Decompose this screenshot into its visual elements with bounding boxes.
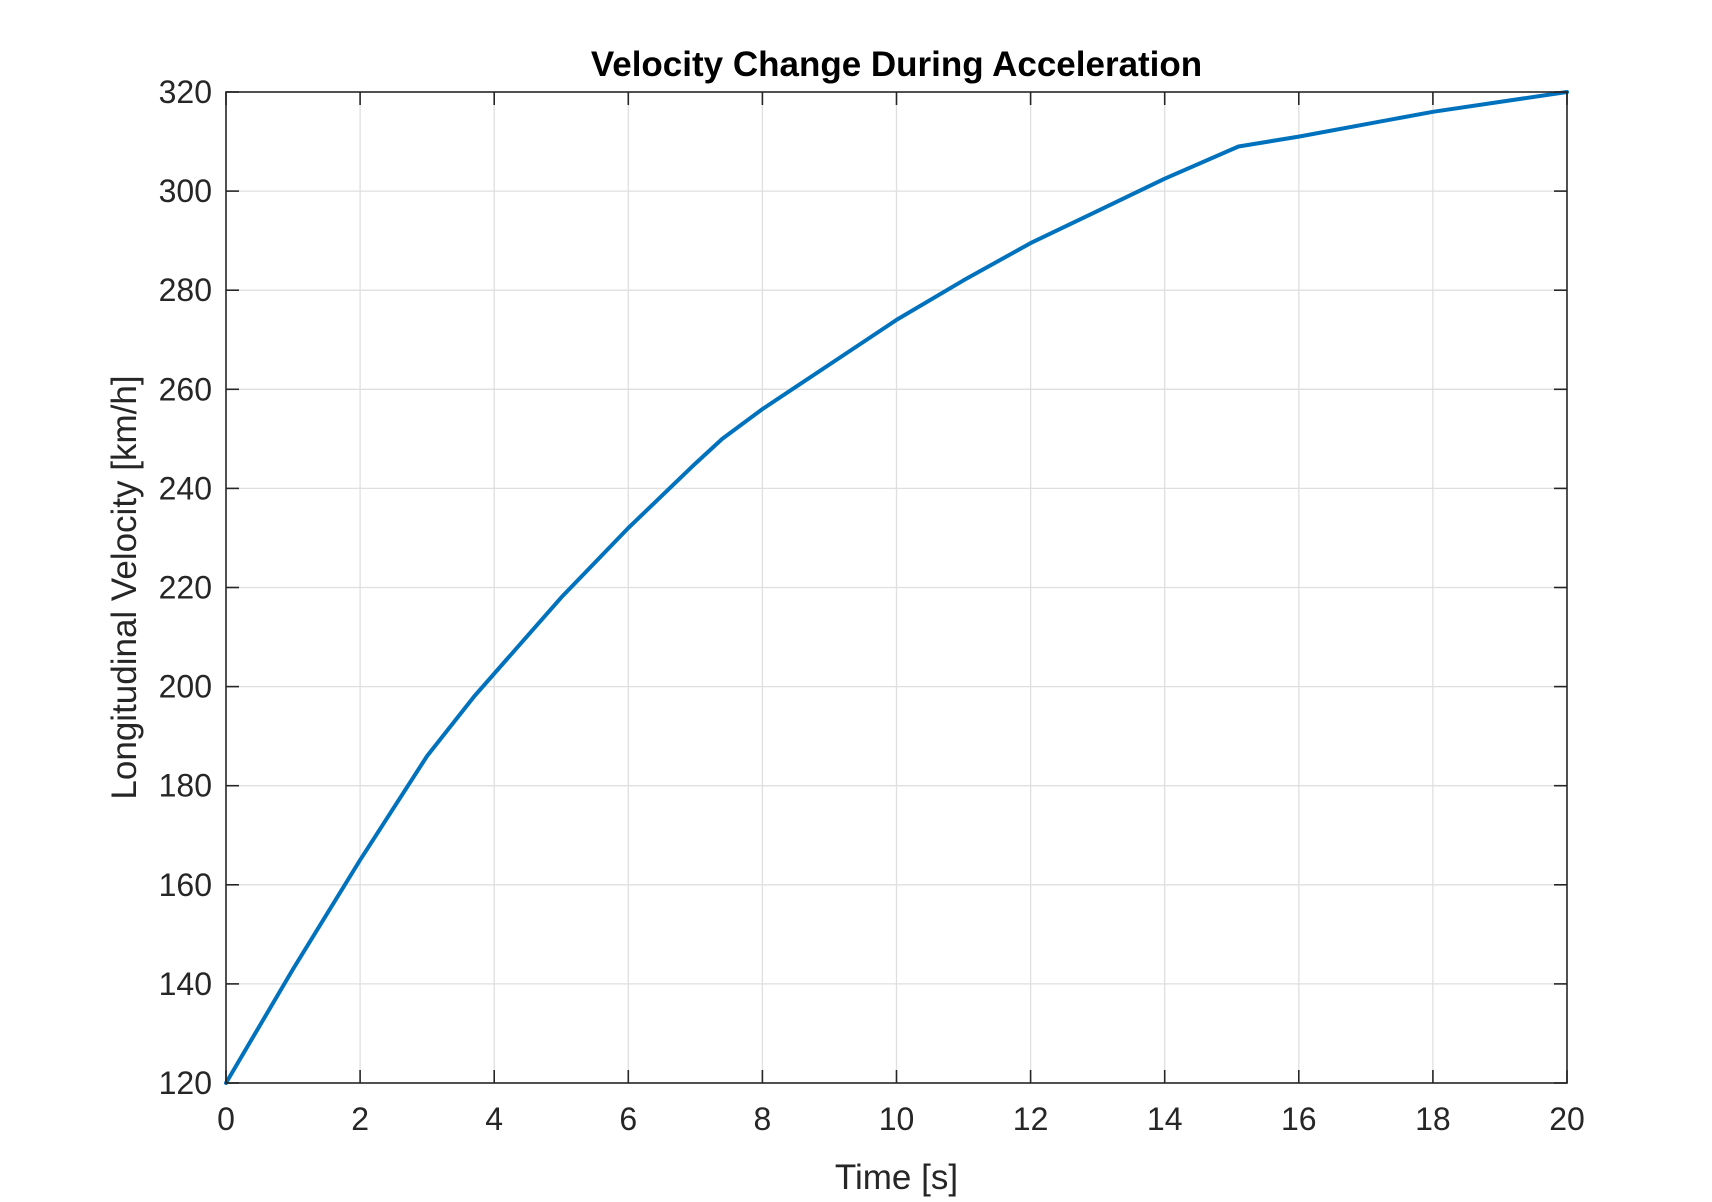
y-tick-label: 260 <box>159 371 212 407</box>
x-tick-label: 10 <box>879 1101 915 1137</box>
y-tick-label: 180 <box>159 768 212 804</box>
x-tick-label: 2 <box>351 1101 369 1137</box>
series-layer <box>224 90 1569 1085</box>
y-tick-label: 280 <box>159 272 212 308</box>
y-tick-label: 160 <box>159 867 212 903</box>
ticks-layer <box>225 91 1568 1084</box>
x-tick-label: 0 <box>217 1101 235 1137</box>
y-tick-label: 320 <box>159 74 212 110</box>
x-tick-label: 8 <box>754 1101 772 1137</box>
x-axis-label: Time [s] <box>835 1158 958 1197</box>
x-tick-label: 16 <box>1281 1101 1317 1137</box>
tick-labels: 0 2 4 6 8 10 12 14 16 18 20 120 140 160 180 200 220 240 26… <box>159 74 1585 1137</box>
y-tick-label: 240 <box>159 470 212 506</box>
chart-title: Velocity Change During Acceleration <box>591 45 1202 84</box>
y-axis-label: Longitudinal Velocity [km/h] <box>105 375 144 799</box>
x-tick-label: 4 <box>485 1101 503 1137</box>
y-tick-label: 300 <box>159 173 212 209</box>
y-tick-label: 200 <box>159 669 212 705</box>
grid-lines <box>226 92 1567 1083</box>
x-tick-label: 6 <box>619 1101 637 1137</box>
y-tick-label: 140 <box>159 966 212 1002</box>
x-tick-label: 14 <box>1147 1101 1183 1137</box>
x-tick-label: 20 <box>1549 1101 1585 1137</box>
x-tick-label: 12 <box>1013 1101 1049 1137</box>
y-tick-label: 120 <box>159 1065 212 1101</box>
velocity-series-line <box>224 90 1569 1085</box>
y-tick-label: 220 <box>159 570 212 606</box>
x-tick-label: 18 <box>1415 1101 1451 1137</box>
